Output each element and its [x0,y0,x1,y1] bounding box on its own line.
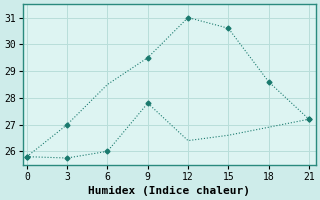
X-axis label: Humidex (Indice chaleur): Humidex (Indice chaleur) [88,186,250,196]
